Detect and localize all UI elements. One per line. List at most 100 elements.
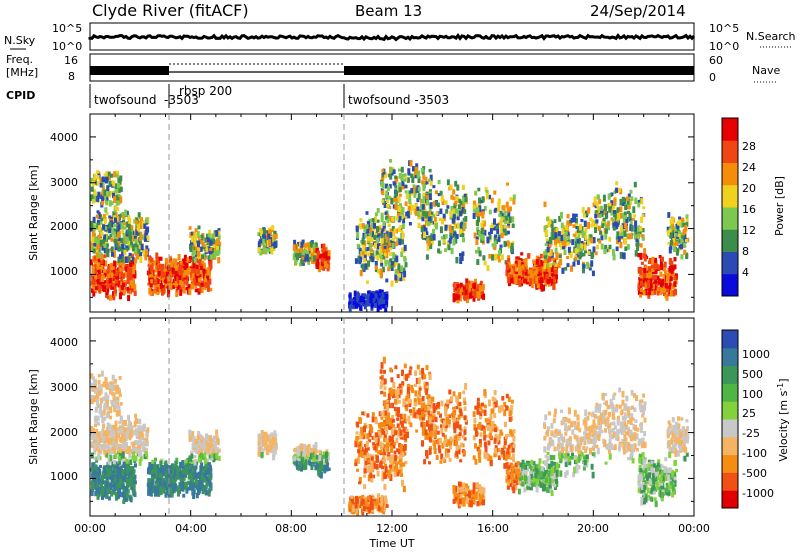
power-cb-tick-8: 8 [742, 245, 749, 258]
freq-bar-seg1 [90, 66, 169, 75]
vel-ylabel: Slant Range [km] [27, 369, 40, 465]
echo-patch [505, 252, 559, 292]
vel-cb-tick-m1000: -1000 [742, 487, 774, 500]
colorbar-swatch [722, 330, 738, 349]
noise-right-label: N.Search [746, 30, 796, 43]
power-ytick-4000: 4000 [50, 131, 78, 144]
echo-patch [292, 441, 319, 472]
cpid-seg1-name: twofsound [94, 93, 157, 107]
noise-right-tick-bottom: 10^0 [709, 40, 739, 53]
power-panel: Slant Range [km] 1000 2000 3000 4000 28 … [27, 113, 786, 313]
xtick-2400: 00:00 [678, 522, 710, 535]
power-ytick-2000: 2000 [50, 220, 78, 233]
xtick-1200: 12:00 [376, 522, 408, 535]
echo-patch [543, 407, 597, 485]
cpid-seg3-name: twofsound -3503 [348, 93, 449, 107]
velocity-data [90, 356, 690, 516]
colorbar-swatch [722, 383, 738, 402]
power-ytick-1000: 1000 [50, 265, 78, 278]
vel-cb-tick-m25: -25 [742, 427, 760, 440]
echo-patch [90, 370, 123, 418]
echo-patch [505, 456, 559, 497]
beam-title: Beam 13 [355, 2, 422, 20]
colorbar-swatch [722, 229, 738, 252]
colorbar-swatch [722, 140, 738, 163]
colorbar-swatch [722, 419, 738, 438]
echo-patch [666, 416, 690, 462]
power-cb-tick-24: 24 [742, 161, 756, 174]
colorbar-swatch [722, 184, 738, 208]
echo-patch [90, 170, 123, 213]
xtick-0000: 00:00 [74, 522, 106, 535]
freq-tick-16: 16 [64, 54, 78, 67]
echo-patch [257, 225, 278, 256]
nave-label: Nave [752, 64, 780, 77]
echo-patch [420, 383, 468, 465]
echo-patch [472, 389, 516, 469]
cpid-seg2-name: rbsp 200 [179, 84, 232, 98]
freq-tick-8: 8 [68, 70, 75, 83]
echo-patch [257, 430, 278, 461]
velocity-colorbar [721, 329, 739, 509]
power-cb-tick-16: 16 [742, 203, 756, 216]
power-ytick-3000: 3000 [50, 176, 78, 189]
echo-patch [90, 411, 150, 467]
echo-patch [452, 481, 486, 509]
noise-left-tick-bottom: 10^0 [52, 40, 82, 53]
colorbar-swatch [722, 490, 738, 509]
echo-patch [348, 289, 389, 313]
vel-cb-tick-100: 100 [742, 388, 763, 401]
vel-ytick-4000: 4000 [50, 336, 78, 349]
vel-cb-title-end: ] [777, 378, 790, 382]
vel-cb-tick-m500: -500 [742, 467, 767, 480]
vel-cb-tick-25: 25 [742, 407, 756, 420]
colorbar-frame [721, 117, 739, 297]
xtick-1600: 16:00 [477, 522, 509, 535]
cpid-label: CPID [6, 89, 35, 102]
colorbar-swatch [722, 401, 738, 420]
noise-trace [88, 32, 696, 42]
echo-patch [666, 212, 690, 260]
echo-patch [543, 201, 596, 277]
echo-patch [90, 456, 137, 504]
echo-patch [188, 429, 221, 468]
colorbar-swatch [722, 273, 738, 297]
power-cb-tick-4: 4 [742, 266, 749, 279]
velocity-panel: Slant Range [km] 1000 2000 3000 4000 100… [27, 317, 790, 517]
freq-label-1: Freq. [6, 53, 33, 66]
colorbar-swatch [722, 365, 738, 384]
colorbar-frame [721, 329, 739, 509]
echo-patch [593, 387, 647, 468]
noise-left-label: N.Sky [4, 34, 36, 47]
power-cb-tick-20: 20 [742, 182, 756, 195]
colorbar-swatch [722, 118, 738, 141]
xtick-2000: 20:00 [577, 522, 609, 535]
echo-patch [146, 252, 213, 298]
colorbar-swatch [722, 162, 738, 186]
power-colorbar [721, 117, 739, 297]
vel-ytick-3000: 3000 [50, 381, 78, 394]
noise-right-tick-top: 10^5 [709, 22, 739, 35]
power-colorbar-title: Power [dB] [773, 176, 786, 236]
echo-patch [90, 253, 137, 302]
freq-bar-seg3 [344, 66, 694, 75]
nave-tick-60: 60 [709, 54, 723, 67]
colorbar-swatch [722, 251, 738, 275]
echo-patch [188, 225, 222, 264]
vel-ytick-1000: 1000 [50, 470, 78, 483]
vel-cb-tick-m100: -100 [742, 447, 767, 460]
xtick-0400: 04:00 [175, 522, 207, 535]
echo-patch [593, 181, 647, 261]
echo-patch [419, 179, 468, 264]
xtick-0800: 08:00 [275, 522, 307, 535]
vel-cb-title-sup: -1 [776, 383, 785, 391]
echo-patch [637, 457, 678, 508]
echo-patch [146, 456, 213, 499]
power-cb-tick-28: 28 [742, 140, 756, 153]
freq-label-2: [MHz] [6, 66, 38, 79]
colorbar-swatch [722, 347, 738, 367]
vel-cb-tick-1000: 1000 [742, 348, 770, 361]
noise-panel: N.Sky 10^5 10^0 10^5 10^0 N.Search [4, 22, 796, 53]
vel-cb-tick-500: 500 [742, 368, 763, 381]
